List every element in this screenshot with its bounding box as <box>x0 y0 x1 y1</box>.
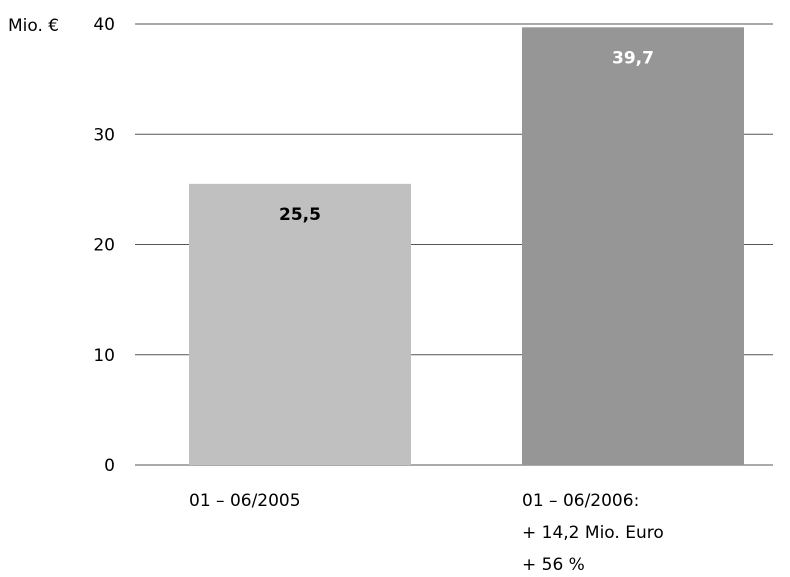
bar <box>189 183 411 466</box>
y-tick-label: 10 <box>93 346 115 366</box>
y-axis-unit-label: Mio. € <box>8 16 59 36</box>
category-label-line: 01 – 06/2005 <box>189 491 301 511</box>
bar-value-label: 39,7 <box>612 48 654 68</box>
bar-value-label: 25,5 <box>279 205 321 225</box>
y-tick-label: 40 <box>93 15 115 35</box>
category-label-line: + 56 % <box>522 555 585 575</box>
y-tick-label: 20 <box>93 236 115 256</box>
bars <box>189 27 744 466</box>
category-labels: 01 – 06/2005 01 – 06/2006: + 14,2 Mio. Eur… <box>189 491 664 575</box>
category-label-line: + 14,2 Mio. Euro <box>522 523 664 543</box>
bar <box>522 27 744 466</box>
value-labels: 25,5 39,7 <box>279 48 654 225</box>
category-label-line: 01 – 06/2006: <box>522 491 639 511</box>
y-axis-ticks: 0 10 20 30 40 <box>93 15 115 476</box>
y-tick-label: 30 <box>93 125 115 145</box>
y-tick-label: 0 <box>104 456 115 476</box>
